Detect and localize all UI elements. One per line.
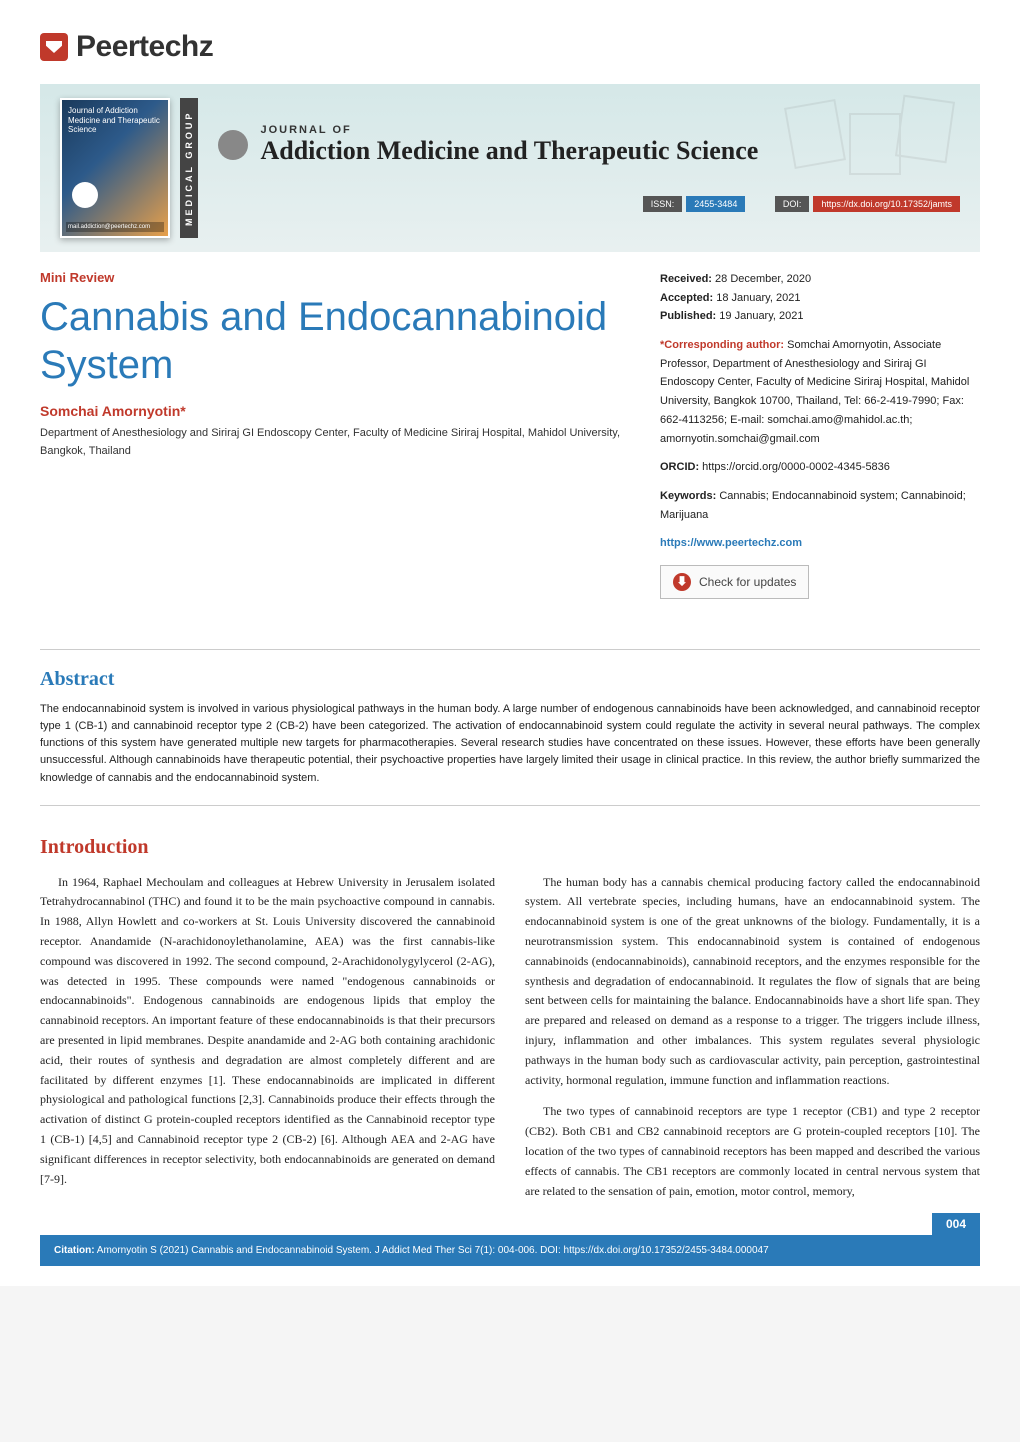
intro-heading: Introduction — [40, 836, 980, 859]
left-column: Mini Review Cannabis and Endocannabinoid… — [40, 270, 630, 599]
citation-bar: Citation: Amornyotin S (2021) Cannabis a… — [40, 1235, 980, 1266]
abstract-text: The endocannabinoid system is involved i… — [40, 701, 980, 786]
dates-block: Received: 28 December, 2020 Accepted: 18… — [660, 270, 980, 326]
intro-p1: In 1964, Raphael Mechoulam and colleague… — [40, 873, 495, 1190]
cover-badge-icon — [72, 182, 98, 208]
intro-p2: The human body has a cannabis chemical p… — [525, 873, 980, 1091]
issn-doi-row: ISSN:2455-3484 DOI:https://dx.doi.org/10… — [218, 196, 960, 212]
orcid-block: ORCID: https://orcid.org/0000-0002-4345-… — [660, 458, 980, 477]
crossmark-icon — [673, 573, 691, 591]
corr-author-text: Somchai Amornyotin, Associate Professor,… — [660, 339, 969, 444]
author-affiliation: Department of Anesthesiology and Siriraj… — [40, 425, 630, 460]
journal-logo-icon — [218, 130, 248, 160]
intro-p3: The two types of cannabinoid receptors a… — [525, 1102, 980, 1201]
medical-group-label: MEDICAL GROUP — [180, 98, 198, 238]
article-title: Cannabis and Endocannabinoid System — [40, 293, 630, 389]
intro-columns: In 1964, Raphael Mechoulam and colleague… — [40, 873, 980, 1208]
corr-author-label: *Corresponding author: — [660, 339, 784, 351]
keywords-label: Keywords: — [660, 490, 716, 502]
banner-decoration-icon — [780, 94, 960, 194]
cover-title: Journal of Addiction Medicine and Therap… — [68, 106, 162, 135]
doi-label: DOI: — [775, 196, 810, 212]
abstract-section: Abstract The endocannabinoid system is i… — [40, 649, 980, 805]
corresponding-author-block: *Corresponding author: Somchai Amornyoti… — [660, 336, 980, 448]
journal-banner: Journal of Addiction Medicine and Therap… — [40, 84, 980, 252]
page-number: 004 — [932, 1213, 980, 1235]
accepted-date: 18 January, 2021 — [716, 292, 800, 304]
received-date: 28 December, 2020 — [715, 273, 811, 285]
peertechz-link[interactable]: https://www.peertechz.com — [660, 534, 980, 553]
keywords-block: Keywords: Cannabis; Endocannabinoid syst… — [660, 487, 980, 524]
received-label: Received: — [660, 273, 712, 285]
check-updates-button[interactable]: Check for updates — [660, 565, 809, 599]
issn-value: 2455-3484 — [686, 196, 745, 212]
cover-email: mail.addiction@peertechz.com — [66, 222, 164, 232]
page-container: Peertechz Journal of Addiction Medicine … — [0, 0, 1020, 1286]
abstract-heading: Abstract — [40, 668, 980, 691]
citation-text: Amornyotin S (2021) Cannabis and Endocan… — [97, 1245, 769, 1256]
meta-sidebar: Received: 28 December, 2020 Accepted: 18… — [660, 270, 980, 599]
check-updates-label: Check for updates — [699, 572, 796, 592]
journal-prefix: JOURNAL OF — [260, 124, 758, 136]
published-date: 19 January, 2021 — [719, 310, 803, 322]
doi-value[interactable]: https://dx.doi.org/10.17352/jamts — [813, 196, 960, 212]
accepted-label: Accepted: — [660, 292, 713, 304]
journal-name: Addiction Medicine and Therapeutic Scien… — [260, 136, 758, 166]
issn-label: ISSN: — [643, 196, 683, 212]
orcid-value[interactable]: https://orcid.org/0000-0002-4345-5836 — [702, 461, 890, 473]
intro-section: Introduction In 1964, Raphael Mechoulam … — [40, 836, 980, 1267]
citation-label: Citation: — [54, 1245, 95, 1256]
brand-header: Peertechz — [40, 30, 980, 64]
journal-cover-thumbnail: Journal of Addiction Medicine and Therap… — [60, 98, 170, 238]
author-name: Somchai Amornyotin* — [40, 403, 630, 419]
brand-name: Peertechz — [76, 30, 213, 64]
content-grid: Mini Review Cannabis and Endocannabinoid… — [40, 270, 980, 1266]
published-label: Published: — [660, 310, 716, 322]
peertechz-logo-icon — [40, 33, 68, 61]
article-type: Mini Review — [40, 270, 630, 285]
orcid-label: ORCID: — [660, 461, 699, 473]
